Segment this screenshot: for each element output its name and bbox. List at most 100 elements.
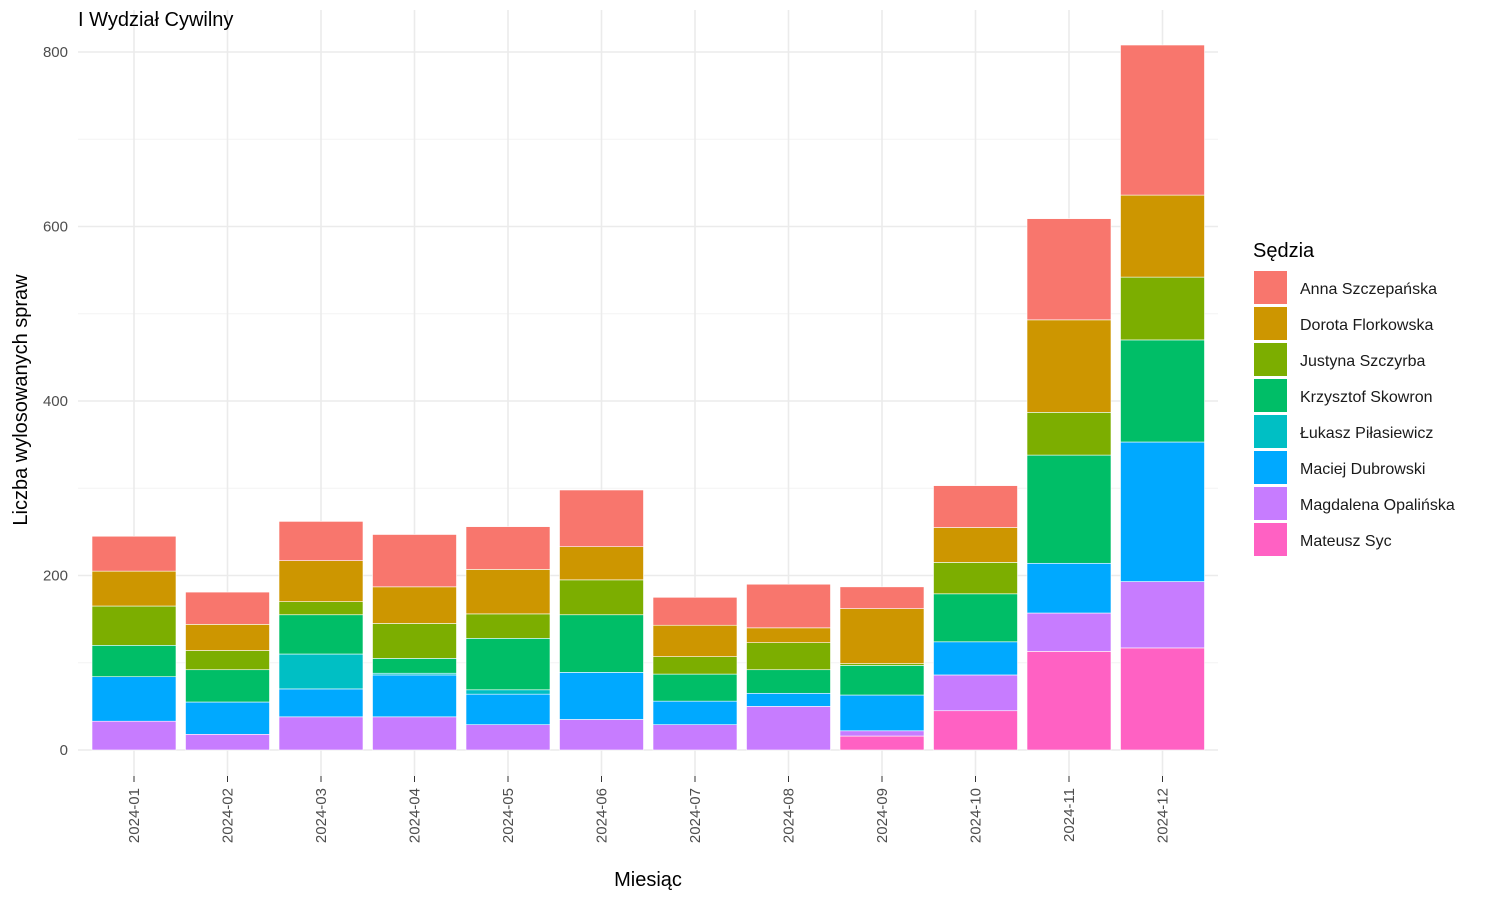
bar-segment bbox=[652, 700, 738, 725]
bar-segment bbox=[372, 623, 457, 659]
bar-segment bbox=[1026, 218, 1112, 321]
x-tick-label: 2024-03 bbox=[313, 788, 330, 843]
legend-label: Anna Szczepańska bbox=[1300, 281, 1437, 298]
bar-segment bbox=[746, 669, 831, 694]
x-tick-label: 2024-02 bbox=[220, 788, 237, 843]
legend-swatch bbox=[1254, 271, 1287, 304]
bar-segment bbox=[933, 641, 1018, 676]
bar-segment bbox=[933, 485, 1018, 528]
bar-segment bbox=[559, 489, 644, 548]
legend-swatch bbox=[1254, 343, 1287, 376]
bar-segment bbox=[185, 669, 270, 703]
bar-segment bbox=[652, 597, 738, 626]
x-axis-title: Miesiąc bbox=[614, 869, 682, 891]
bar-segment bbox=[1026, 412, 1112, 456]
bar-segment bbox=[1120, 581, 1205, 649]
bar-segment bbox=[1026, 651, 1112, 751]
bar-segment bbox=[1026, 319, 1112, 413]
bar-segment bbox=[652, 724, 738, 751]
bar-segment bbox=[1026, 454, 1112, 564]
bar-segment bbox=[652, 624, 738, 657]
legend-swatch bbox=[1254, 415, 1287, 448]
chart-title: I Wydział Cywilny bbox=[78, 9, 233, 31]
bar-segment bbox=[1026, 562, 1112, 614]
bar-segment bbox=[559, 672, 644, 720]
legend-label: Krzysztof Skowron bbox=[1300, 389, 1432, 406]
legend-swatch bbox=[1254, 379, 1287, 412]
bar-segment bbox=[278, 653, 364, 690]
bar-segment bbox=[1120, 441, 1205, 582]
legend-label: Łukasz Piłasiewicz bbox=[1300, 425, 1433, 442]
legend-swatch bbox=[1254, 523, 1287, 556]
bar-segment bbox=[652, 656, 738, 675]
bar-segment bbox=[839, 730, 925, 737]
x-tick-label: 2024-10 bbox=[968, 788, 985, 843]
y-tick-label: 400 bbox=[43, 393, 68, 410]
x-tick-label: 2024-09 bbox=[874, 788, 891, 843]
bar-segment bbox=[559, 614, 644, 673]
bar-segment bbox=[839, 694, 925, 732]
x-tick-label: 2024-04 bbox=[407, 788, 424, 843]
bar-segment bbox=[278, 521, 364, 561]
bar-segment bbox=[1120, 194, 1205, 278]
bar-segment bbox=[278, 560, 364, 602]
legend-label: Mateusz Syc bbox=[1300, 533, 1392, 550]
bar-segment bbox=[91, 605, 177, 646]
bar-segment bbox=[185, 624, 270, 651]
x-axis-ticks: 2024-01 2024-02 2024-03 2024-04 2024-05 2024-… bbox=[126, 776, 1172, 843]
bar-segment bbox=[91, 676, 177, 722]
legend: Sędzia Anna Szczepańska Dorota Florkowska… bbox=[1253, 240, 1455, 556]
bar-segment bbox=[933, 674, 1018, 712]
x-tick-label: 2024-05 bbox=[500, 788, 517, 843]
y-tick-label: 800 bbox=[43, 44, 68, 61]
bar-segment bbox=[559, 719, 644, 751]
bar-segment bbox=[465, 638, 551, 691]
legend-swatch bbox=[1254, 487, 1287, 520]
bar-segment bbox=[839, 608, 925, 664]
bar-segment bbox=[933, 710, 1018, 751]
bar-segment bbox=[1120, 647, 1205, 751]
bar-segment bbox=[372, 658, 457, 674]
bar-segment bbox=[185, 591, 270, 625]
x-tick-label: 2024-07 bbox=[687, 788, 704, 843]
y-tick-label: 0 bbox=[60, 742, 68, 759]
legend-label: Magdalena Opalińska bbox=[1300, 497, 1455, 514]
legend-swatch bbox=[1254, 451, 1287, 484]
bar-segment bbox=[465, 693, 551, 725]
bar-segment bbox=[839, 586, 925, 609]
bar-segment bbox=[839, 665, 925, 696]
bar-segment bbox=[465, 724, 551, 751]
bar-segment bbox=[91, 644, 177, 678]
bar-segment bbox=[746, 642, 831, 671]
bar-segment bbox=[91, 535, 177, 572]
bar-segment bbox=[278, 688, 364, 718]
bar-segment bbox=[746, 692, 831, 707]
bar-segment bbox=[652, 673, 738, 702]
bar-segment bbox=[372, 674, 457, 718]
bar-segment bbox=[746, 706, 831, 751]
bar-segment bbox=[1120, 44, 1205, 196]
bar-segment bbox=[91, 720, 177, 751]
bar-segment bbox=[185, 733, 270, 751]
bar-segment bbox=[559, 546, 644, 581]
bar-segment bbox=[185, 650, 270, 671]
y-axis-title: Liczba wylosowanych spraw bbox=[10, 274, 32, 526]
bar-segment bbox=[278, 601, 364, 616]
legend-swatch bbox=[1254, 307, 1287, 340]
legend-title: Sędzia bbox=[1253, 240, 1315, 262]
bars bbox=[91, 44, 1205, 751]
legend-label: Justyna Szczyrba bbox=[1300, 353, 1425, 370]
bar-segment bbox=[372, 534, 457, 588]
x-tick-label: 2024-08 bbox=[781, 788, 798, 843]
bar-segment bbox=[278, 716, 364, 751]
bar-segment bbox=[465, 689, 551, 695]
bar-segment bbox=[465, 526, 551, 570]
bar-segment bbox=[372, 586, 457, 624]
bar-segment bbox=[839, 735, 925, 751]
bar-segment bbox=[933, 527, 1018, 563]
y-axis-ticks: 0 200 400 600 800 bbox=[43, 44, 68, 759]
legend-label: Dorota Florkowska bbox=[1300, 317, 1433, 334]
bar-segment bbox=[746, 627, 831, 643]
x-tick-label: 2024-01 bbox=[126, 788, 143, 843]
bar-segment bbox=[91, 570, 177, 607]
